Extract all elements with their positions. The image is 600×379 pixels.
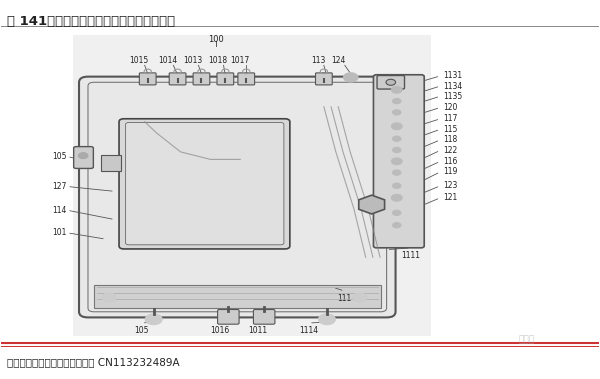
- FancyBboxPatch shape: [74, 147, 94, 168]
- FancyBboxPatch shape: [238, 73, 254, 85]
- Text: 1017: 1017: [230, 56, 250, 65]
- Text: 芯智讯: 芯智讯: [519, 335, 535, 345]
- Text: 123: 123: [443, 181, 458, 190]
- FancyBboxPatch shape: [253, 310, 275, 324]
- Text: 113: 113: [311, 56, 325, 65]
- FancyBboxPatch shape: [169, 73, 186, 85]
- Text: 115: 115: [443, 125, 458, 134]
- FancyBboxPatch shape: [79, 77, 395, 318]
- Text: 127: 127: [52, 182, 67, 191]
- Text: 105: 105: [134, 326, 149, 335]
- Circle shape: [392, 222, 401, 228]
- Text: 1111: 1111: [401, 251, 420, 260]
- FancyBboxPatch shape: [101, 155, 121, 171]
- Text: 图 141：热管理集成单元的平面结构示意图: 图 141：热管理集成单元的平面结构示意图: [7, 14, 175, 28]
- Text: 117: 117: [443, 114, 458, 123]
- Circle shape: [392, 136, 401, 141]
- FancyBboxPatch shape: [94, 285, 380, 308]
- Text: 100: 100: [209, 34, 224, 44]
- Text: 111: 111: [338, 294, 352, 303]
- Text: 1135: 1135: [443, 92, 463, 101]
- Circle shape: [391, 123, 402, 130]
- Circle shape: [392, 210, 401, 215]
- Text: 101: 101: [52, 228, 67, 237]
- Circle shape: [353, 293, 367, 302]
- FancyBboxPatch shape: [119, 119, 290, 249]
- Text: 1011: 1011: [248, 326, 268, 335]
- FancyBboxPatch shape: [139, 73, 156, 85]
- Text: 114: 114: [52, 206, 67, 215]
- FancyBboxPatch shape: [316, 73, 332, 85]
- Text: 1013: 1013: [183, 56, 202, 65]
- Text: 116: 116: [443, 157, 458, 166]
- Circle shape: [319, 314, 335, 324]
- Circle shape: [391, 194, 402, 201]
- Text: 119: 119: [443, 167, 458, 176]
- FancyBboxPatch shape: [373, 75, 424, 248]
- Circle shape: [102, 293, 116, 302]
- FancyBboxPatch shape: [125, 122, 284, 245]
- Text: 1014: 1014: [158, 56, 177, 65]
- Text: 1018: 1018: [208, 56, 227, 65]
- Circle shape: [392, 170, 401, 175]
- Text: 1016: 1016: [210, 326, 229, 335]
- FancyBboxPatch shape: [217, 73, 234, 85]
- Text: 120: 120: [443, 103, 458, 112]
- Circle shape: [391, 158, 402, 164]
- FancyBboxPatch shape: [377, 75, 404, 89]
- Text: 资料来源：天眼查，申请公布号 CN113232489A: 资料来源：天眼查，申请公布号 CN113232489A: [7, 357, 180, 367]
- Circle shape: [386, 79, 395, 85]
- Circle shape: [79, 153, 88, 159]
- Text: 121: 121: [443, 193, 458, 202]
- Text: 1134: 1134: [443, 81, 463, 91]
- Text: 124: 124: [332, 56, 346, 65]
- Circle shape: [392, 183, 401, 188]
- Text: 1015: 1015: [129, 56, 148, 65]
- FancyBboxPatch shape: [73, 35, 431, 336]
- FancyBboxPatch shape: [193, 73, 210, 85]
- FancyBboxPatch shape: [218, 310, 239, 324]
- Circle shape: [344, 73, 358, 82]
- Text: 118: 118: [443, 135, 458, 144]
- Text: 105: 105: [52, 152, 67, 161]
- Circle shape: [391, 86, 402, 93]
- Text: 1131: 1131: [443, 71, 463, 80]
- Circle shape: [392, 99, 401, 104]
- Circle shape: [392, 110, 401, 115]
- Text: 1114: 1114: [299, 326, 319, 335]
- Circle shape: [392, 147, 401, 153]
- Circle shape: [145, 314, 162, 324]
- Text: 122: 122: [443, 146, 458, 155]
